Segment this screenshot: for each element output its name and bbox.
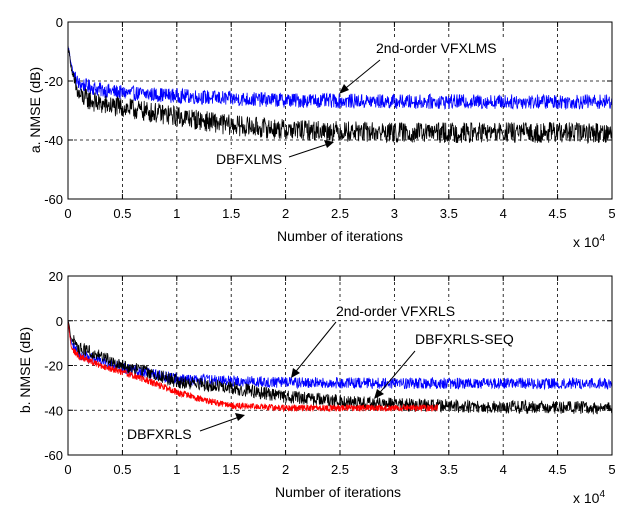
y-tick-label: -60 <box>44 448 63 463</box>
annotation-arrow-dbfxlms <box>288 142 332 158</box>
annotation-arrowhead-dbfxlms <box>324 140 334 148</box>
x-tick-label: 0.5 <box>113 462 131 477</box>
grid-a <box>68 22 612 199</box>
y-tick-label: -20 <box>44 74 63 89</box>
y-axis-label-a: a. NMSE (dB) <box>27 67 43 153</box>
x-tick-label: 0.5 <box>113 206 131 221</box>
annotation-bg-vfxrls <box>334 301 474 320</box>
annotation-bg-dbfxrls-seq <box>412 329 534 348</box>
y-tick-label: -20 <box>44 359 63 374</box>
annotation-arrowhead-dbfxrls-seq <box>374 389 384 399</box>
y-tick-label: 20 <box>49 269 63 284</box>
x-axis-label-b: Number of iterations <box>275 484 401 500</box>
annotation-arrowhead-vfxlms <box>339 84 349 94</box>
x-tick-label: 1 <box>173 206 180 221</box>
x-tick-label: 1 <box>173 462 180 477</box>
annotation-arrowhead-vfxrls <box>291 368 300 378</box>
y-tick-label: -60 <box>44 192 63 207</box>
annotation-arrow-dbfxrls <box>199 415 243 432</box>
panel-a: 0 0.5 1 1.5 2 2.5 3 3.5 4 4.5 5 0 -20 -40 -60 Number … <box>27 15 616 250</box>
y-tick-label: 0 <box>56 15 63 30</box>
x-tick-label: 3.5 <box>440 462 458 477</box>
y-tick-labels-a: 0 -20 -40 -60 <box>44 15 612 207</box>
x-tick-label: 2.5 <box>331 462 349 477</box>
annotation-vfxlms: 2nd-order VFXLMS <box>376 40 497 56</box>
x-tick-label: 1.5 <box>222 206 240 221</box>
y-tick-label: 0 <box>56 314 63 329</box>
y-axis-label-b: b. NMSE (dB) <box>17 327 33 413</box>
series-group-a <box>67 43 613 145</box>
x-tick-label: 5 <box>608 462 615 477</box>
annotation-arrow-vfxrls <box>292 321 337 376</box>
series-line-dbfxrls <box>67 321 439 413</box>
x-axis-label-a: Number of iterations <box>277 228 403 244</box>
annotation-arrowhead-dbfxrls <box>235 413 245 421</box>
x-tick-label: 0 <box>64 206 71 221</box>
x-tick-label: 2.5 <box>331 206 349 221</box>
annotation-arrow-vfxlms <box>340 59 381 93</box>
annotation-arrow-dbfxrls-seq <box>376 350 416 397</box>
x-tick-labels-a: 0 0.5 1 1.5 2 2.5 3 3.5 4 4.5 5 <box>64 22 616 221</box>
series-line-dbfxlms <box>67 43 613 145</box>
annotation-vfxrls: 2nd-order VFXRLS <box>336 303 455 319</box>
series-line-dbfxrls-seq <box>67 321 613 415</box>
x-tick-label: 1.5 <box>222 462 240 477</box>
annotation-dbfxlms: DBFXLMS <box>216 151 282 167</box>
x-tick-label: 4.5 <box>549 462 567 477</box>
y-tick-labels-b: 20 0 -20 -40 -60 <box>44 269 612 463</box>
series-group-b <box>67 321 613 415</box>
y-tick-label: -40 <box>44 403 63 418</box>
x-tick-label: 0 <box>64 462 71 477</box>
x-tick-label: 3 <box>391 206 398 221</box>
annotation-bg-vfxlms <box>372 38 522 57</box>
series-line-2nd-order-vfxlms <box>67 44 613 110</box>
annotation-dbfxrls-seq: DBFXRLS-SEQ <box>415 331 514 347</box>
x-tick-label: 4 <box>500 206 507 221</box>
x-tick-label: 2 <box>282 462 289 477</box>
x-tick-label: 4 <box>500 462 507 477</box>
annotation-bg-dbfxrls <box>124 424 200 443</box>
annotation-dbfxrls: DBFXRLS <box>127 426 192 442</box>
annotation-bg-dbfxlms <box>213 149 289 168</box>
x-multiplier-b: x 104 <box>573 489 605 506</box>
x-tick-label: 3 <box>391 462 398 477</box>
y-tick-label: -40 <box>44 133 63 148</box>
x-tick-label: 3.5 <box>440 206 458 221</box>
panel-b: 0 0.5 1 1.5 2 2.5 3 3.5 4 4.5 5 20 0 -20 -40 -60 Numbe… <box>17 269 616 506</box>
x-tick-label: 2 <box>282 206 289 221</box>
x-tick-label: 5 <box>608 206 615 221</box>
x-tick-label: 4.5 <box>549 206 567 221</box>
x-tick-labels-b: 0 0.5 1 1.5 2 2.5 3 3.5 4 4.5 5 <box>64 276 616 477</box>
x-multiplier-a: x 104 <box>573 233 605 250</box>
